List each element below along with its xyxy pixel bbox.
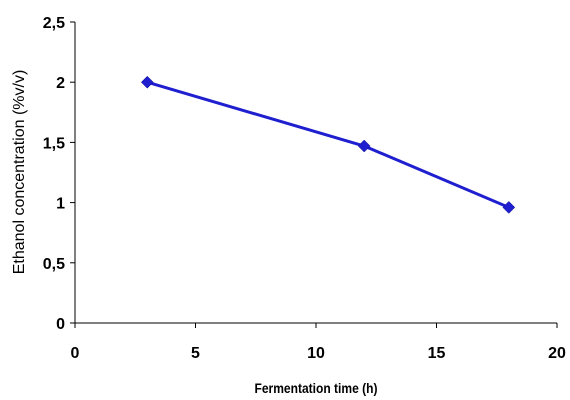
axes — [74, 22, 557, 324]
y-tick-label: 2 — [56, 75, 65, 92]
x-tick-label: 5 — [191, 345, 200, 362]
data-point-diamond — [140, 75, 154, 89]
series-layer — [140, 75, 516, 214]
y-axis-title: Ethanol concentration (%v/v) — [11, 70, 28, 275]
x-tick-label: 20 — [548, 345, 566, 362]
x-tick-label: 10 — [307, 345, 325, 362]
y-tick-label: 1,5 — [43, 135, 65, 152]
y-tick-label: 0 — [56, 316, 65, 333]
data-point-diamond — [502, 201, 516, 214]
x-axis-title: Fermentation time (h) — [255, 380, 378, 396]
x-tick-label: 15 — [428, 345, 446, 362]
y-tick-label: 1 — [56, 196, 65, 213]
y-tick-label: 0,5 — [43, 256, 65, 273]
data-point-diamond — [357, 139, 371, 153]
series-line — [146, 80, 510, 209]
y-ticks: 0 0,5 1 1,5 2 2,5 — [43, 15, 75, 333]
y-tick-label: 2,5 — [43, 15, 65, 32]
x-tick-label: 0 — [71, 345, 80, 362]
x-ticks: 0 5 10 15 20 — [71, 323, 566, 362]
